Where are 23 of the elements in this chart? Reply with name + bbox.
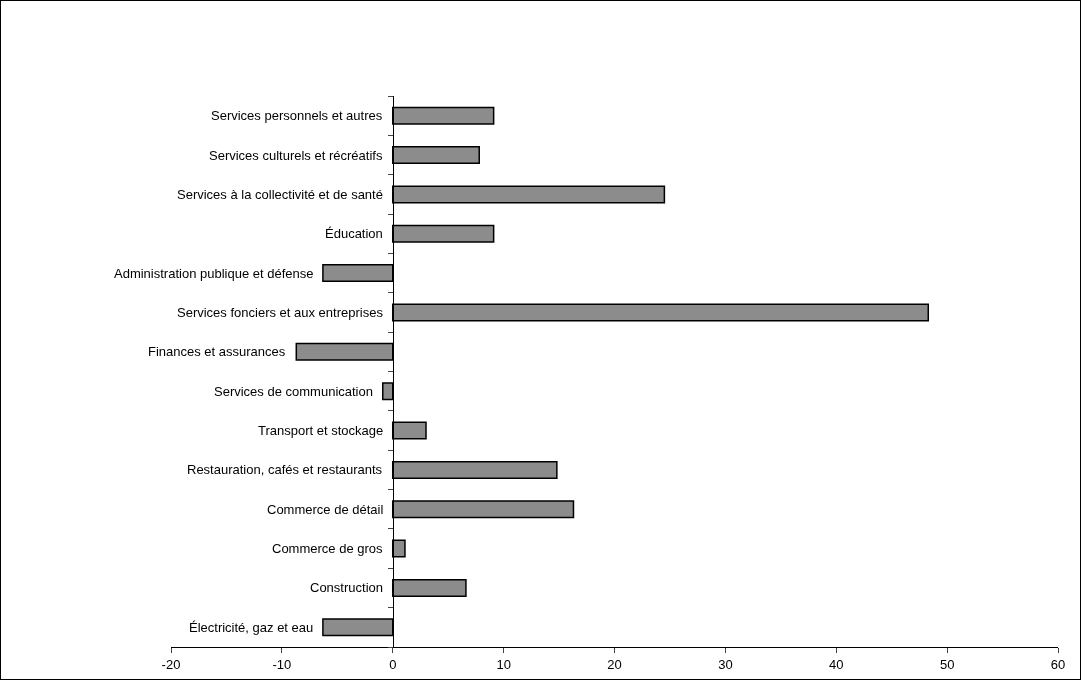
y-tick-label: Services personnels et autres [211,108,383,123]
x-tick-label: 20 [607,656,622,672]
x-tick-label: -20 [161,656,181,672]
y-tick-label: Électricité, gaz et eau [189,620,314,635]
y-tick-label: Construction [310,580,383,595]
y-tick-label: Services à la collectivité et de santé [177,187,383,202]
x-tick-label: -10 [272,656,292,672]
y-tick-label: Services de communication [214,384,373,399]
y-tick-label: Commerce de détail [267,502,384,517]
x-tick-label: 10 [496,656,511,672]
x-tick-label: 60 [1050,656,1066,672]
x-tick-label: 50 [939,656,955,672]
x-tick-label: 40 [829,656,844,672]
y-tick-label: Services fonciers et aux entreprises [177,305,384,320]
y-tick-label: Administration publique et défense [114,266,314,281]
y-tick-label: Transport et stockage [258,423,384,438]
x-tick-label: 30 [718,656,733,672]
y-tick-label: Commerce de gros [272,541,384,556]
y-tick-label: Services culturels et récréatifs [209,148,383,163]
y-tick-label: Éducation [325,226,383,241]
x-tick-label: 0 [389,656,397,672]
y-tick-label: Finances et assurances [148,344,286,359]
y-tick-label: Restauration, cafés et restaurants [187,462,383,477]
